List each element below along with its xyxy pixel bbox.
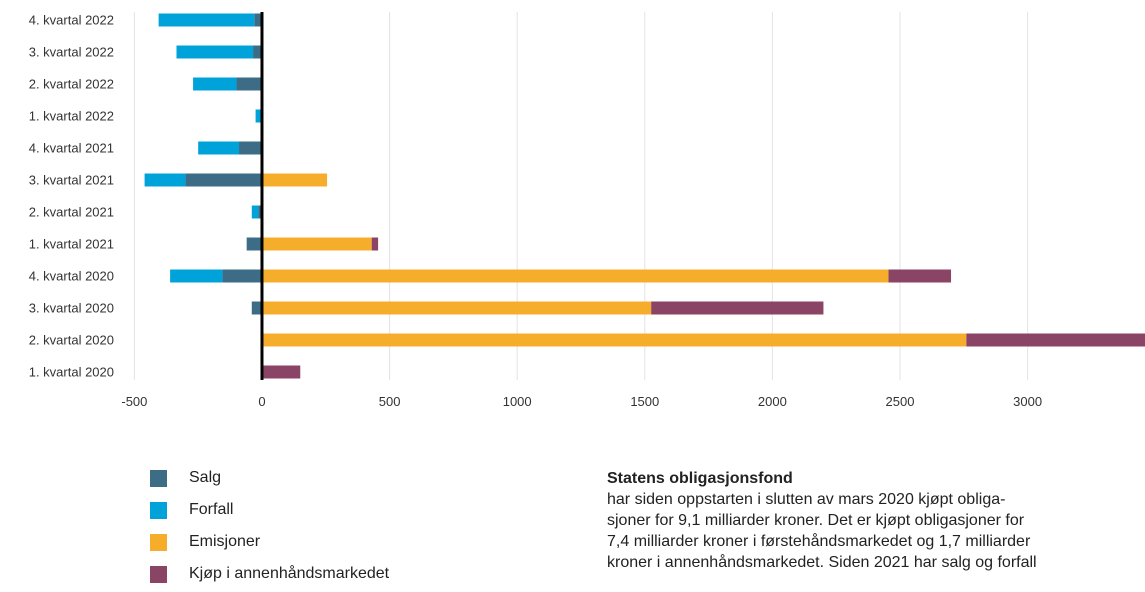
bar-kjop-i-annenhandsmarkedet	[966, 333, 1145, 347]
bar-forfall	[144, 173, 186, 187]
y-tick-label: 3. kvartal 2022	[29, 45, 114, 60]
y-tick-label: 2. kvartal 2021	[29, 205, 114, 220]
bar-kjop-i-annenhandsmarkedet	[888, 269, 952, 283]
legend-label-kjop-annenhand: Kjøp i annenhåndsmarkedet	[189, 565, 390, 582]
bar-salg	[246, 237, 262, 251]
bar-chart: -500 0 500 1000 1500 2000 2500 3000 4. kvartal 2…	[29, 12, 1145, 410]
y-tick-label: 2. kvartal 2020	[29, 333, 114, 348]
x-tick-label: 2500	[886, 394, 915, 409]
bar-forfall	[193, 77, 237, 91]
bar-salg	[239, 141, 262, 155]
bar-forfall	[255, 109, 262, 123]
bar-salg	[258, 205, 262, 219]
bar-forfall	[158, 13, 255, 27]
bar-forfall	[198, 141, 240, 155]
x-tick-label: 0	[258, 394, 265, 409]
x-tick-label: 1000	[503, 394, 532, 409]
gridlines	[133, 12, 1029, 380]
bars	[144, 13, 1145, 379]
legend-swatch-kjop-annenhand	[150, 565, 167, 583]
note-title: Statens obligasjonsfond	[607, 470, 793, 487]
bar-kjop-i-annenhandsmarkedet	[371, 237, 379, 251]
legend-swatch-salg	[150, 469, 167, 487]
legend-label-emisjoner: Emisjoner	[189, 533, 261, 550]
y-tick-label: 1. kvartal 2022	[29, 109, 114, 124]
x-tick-label: 500	[379, 394, 401, 409]
y-tick-label: 4. kvartal 2020	[29, 269, 114, 284]
bar-emisjoner	[261, 237, 372, 251]
legend-item-forfall: Forfall	[150, 494, 389, 526]
legend-label-salg: Salg	[189, 469, 222, 486]
y-tick-label: 4. kvartal 2022	[29, 13, 114, 28]
bar-forfall	[176, 45, 254, 59]
x-tick-label: 1500	[630, 394, 659, 409]
bar-salg	[254, 13, 262, 27]
y-tick-label: 1. kvartal 2020	[29, 365, 114, 380]
bar-salg	[236, 77, 262, 91]
bar-forfall	[170, 269, 223, 283]
y-tick-label: 4. kvartal 2021	[29, 141, 114, 156]
legend-swatch-emisjoner	[150, 533, 167, 551]
x-tick-label: 2000	[758, 394, 787, 409]
bar-salg	[253, 45, 262, 59]
y-tick-label: 3. kvartal 2020	[29, 301, 114, 316]
x-tick-label: -500	[121, 394, 147, 409]
bar-emisjoner	[261, 333, 967, 347]
bar-kjop-i-annenhandsmarkedet	[651, 301, 824, 315]
bar-salg	[185, 173, 262, 187]
legend-swatch-forfall	[150, 501, 167, 519]
y-tick-label: 3. kvartal 2021	[29, 173, 114, 188]
tick-labels: -500 0 500 1000 1500 2000 2500 3000 4. kvartal 2…	[29, 13, 1042, 410]
legend-item-emisjoner: Emisjoner	[150, 526, 389, 558]
bar-salg	[222, 269, 262, 283]
y-tick-label: 1. kvartal 2021	[29, 237, 114, 252]
bar-emisjoner	[261, 173, 328, 187]
x-tick-label: 3000	[1013, 394, 1042, 409]
bar-forfall	[251, 205, 259, 219]
note-body: har siden oppstarten i slutten av mars 2…	[607, 491, 1037, 571]
info-note: Statens obligasjonsfond har siden oppsta…	[607, 468, 1145, 573]
bar-kjop-i-annenhandsmarkedet	[261, 365, 301, 379]
legend: Salg Forfall Emisjoner Kjøp i annenhånds…	[150, 462, 389, 590]
legend-item-salg: Salg	[150, 462, 389, 494]
y-tick-label: 2. kvartal 2022	[29, 77, 114, 92]
bar-salg	[251, 301, 262, 315]
bar-emisjoner	[261, 269, 889, 283]
bar-emisjoner	[261, 301, 652, 315]
legend-label-forfall: Forfall	[189, 501, 234, 518]
legend-item-kjop-annenhand: Kjøp i annenhåndsmarkedet	[150, 558, 389, 590]
